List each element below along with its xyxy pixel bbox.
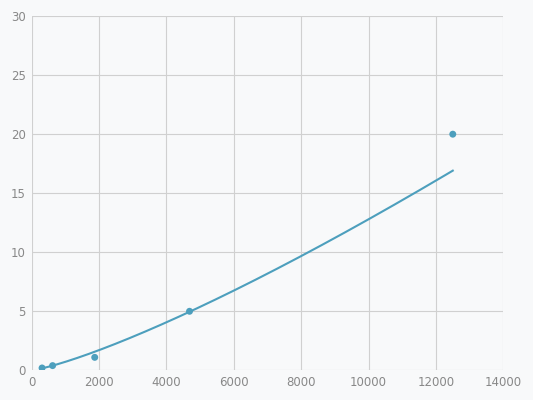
Point bbox=[38, 365, 46, 371]
Point bbox=[91, 354, 99, 360]
Point bbox=[185, 308, 194, 314]
Point bbox=[49, 362, 57, 369]
Point bbox=[448, 131, 457, 137]
